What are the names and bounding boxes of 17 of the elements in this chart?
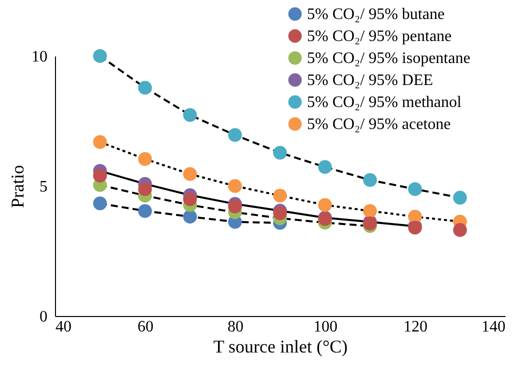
y-axis-title: Pratio [8,165,28,208]
y-tick-label: 10 [32,48,48,66]
x-tick-label: 120 [404,318,428,336]
legend-label: 5% CO₂/ 95% pentane [307,28,452,45]
y-tick-label: 5 [40,178,48,196]
x-tick-label: 80 [228,318,244,336]
x-tick-label: 100 [314,318,338,336]
legend-label: 5% CO₂/ 95% butane [307,6,445,23]
x-axis-title: T source inlet (°C) [213,336,348,356]
x-tick-label: 60 [138,318,154,336]
x-tick-label: 140 [482,318,506,336]
legend-label: 5% CO₂/ 95% acetone [307,116,451,133]
legend-label: 5% CO₂/ 95% methanol [307,94,462,111]
y-tick-label: 0 [40,308,48,326]
x-tick-label: 40 [56,318,72,336]
legend-label: 5% CO₂/ 95% DEE [307,72,434,89]
legend-label: 5% CO₂/ 95% isopentane [307,50,470,67]
